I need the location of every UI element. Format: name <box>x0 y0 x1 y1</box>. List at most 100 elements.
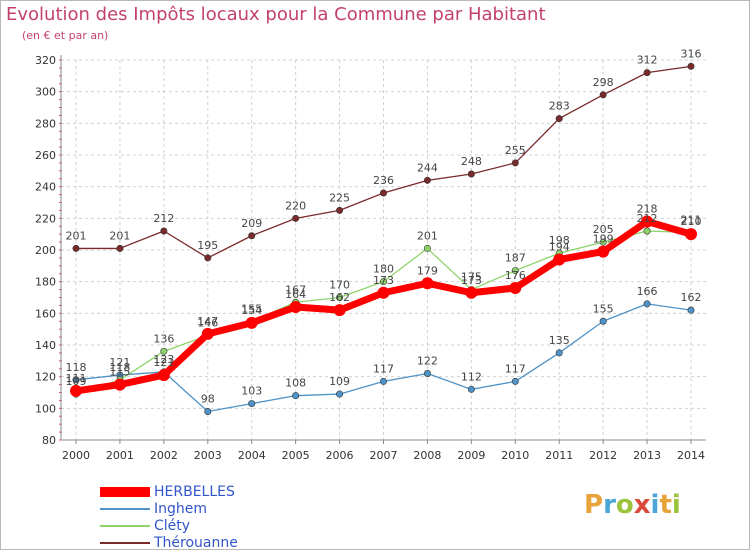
data-point-herbelles <box>597 245 610 258</box>
x-tick-label: 2010 <box>501 449 529 462</box>
data-point-therouanne <box>423 176 431 184</box>
data-label-clety: 201 <box>417 229 438 242</box>
data-point-clety <box>336 293 344 301</box>
x-tick-label: 2009 <box>457 449 485 462</box>
data-point-clety <box>160 347 168 355</box>
x-tick-label: 2004 <box>238 449 266 462</box>
legend-swatch <box>100 525 150 527</box>
data-point-inghem <box>204 407 212 415</box>
data-label-inghem: 122 <box>417 355 438 368</box>
chart-title: Evolution des Impôts locaux pour la Comm… <box>6 4 546 25</box>
y-tick-label: 280 <box>35 117 56 130</box>
axes: 80 100 120 140 160 180 200 220 240 260 280 300 320 20… <box>35 54 706 462</box>
logo-letter: i <box>671 490 681 520</box>
data-label-therouanne: 212 <box>153 212 174 225</box>
data-point-inghem <box>467 385 475 393</box>
data-point-herbelles <box>465 286 478 299</box>
data-point-therouanne <box>555 115 563 123</box>
data-point-inghem <box>248 400 256 408</box>
data-label-therouanne: 195 <box>197 239 218 252</box>
data-label-herbelles: 210 <box>681 215 702 228</box>
data-label-herbelles: 111 <box>66 372 87 385</box>
data-label-inghem: 135 <box>549 334 570 347</box>
data-point-inghem <box>643 300 651 308</box>
data-label-herbelles: 176 <box>505 269 526 282</box>
data-point-inghem <box>292 392 300 400</box>
legend-label: HERBELLES <box>154 484 235 500</box>
data-point-herbelles <box>421 277 434 290</box>
data-label-inghem: 155 <box>593 302 614 315</box>
data-label-therouanne: 236 <box>373 174 394 187</box>
data-label-therouanne: 220 <box>285 199 306 212</box>
data-label-clety: 146 <box>197 317 218 330</box>
line-chart: 80 100 120 140 160 180 200 220 240 260 280 300 320 20… <box>35 47 706 462</box>
logo-letter: r <box>603 490 616 520</box>
chart-subtitle: (en € et par an) <box>22 29 109 42</box>
data-label-therouanne: 201 <box>66 229 87 242</box>
y-tick-label: 200 <box>35 244 56 257</box>
data-label-therouanne: 312 <box>637 54 658 67</box>
y-tick-label: 320 <box>35 54 56 67</box>
x-tick-label: 2014 <box>677 449 705 462</box>
data-point-herbelles <box>289 301 302 313</box>
data-label-clety: 170 <box>329 279 350 292</box>
y-tick-label: 220 <box>35 212 56 225</box>
y-tick-label: 240 <box>35 181 56 194</box>
data-label-inghem: 117 <box>505 362 526 375</box>
data-point-therouanne <box>379 189 387 197</box>
data-label-herbelles: 173 <box>461 274 482 287</box>
data-point-herbelles <box>641 215 654 228</box>
data-point-herbelles <box>245 316 258 329</box>
data-point-therouanne <box>160 227 168 235</box>
data-label-inghem: 103 <box>241 385 262 398</box>
data-point-inghem <box>379 377 387 385</box>
data-label-clety: 175 <box>461 271 482 284</box>
y-tick-label: 120 <box>35 371 56 384</box>
data-label-clety: 109 <box>66 375 87 388</box>
data-label-clety: 180 <box>373 263 394 276</box>
data-label-therouanne: 209 <box>241 217 262 230</box>
data-label-herbelles: 147 <box>197 315 218 328</box>
data-point-clety <box>511 267 519 275</box>
data-label-therouanne: 201 <box>109 229 130 242</box>
data-point-inghem <box>555 349 563 357</box>
data-label-clety: 198 <box>549 234 570 247</box>
y-tick-label: 140 <box>35 339 56 352</box>
data-label-therouanne: 244 <box>417 161 438 174</box>
logo-letter: x <box>633 490 651 520</box>
data-label-inghem: 109 <box>329 375 350 388</box>
data-label-therouanne: 298 <box>593 76 614 89</box>
data-point-therouanne <box>292 214 300 222</box>
data-point-therouanne <box>204 254 212 262</box>
data-label-herbelles: 164 <box>285 288 306 301</box>
logo-letter: o <box>615 490 634 520</box>
data-label-clety: 118 <box>109 361 130 374</box>
legend-label: Thérouanne <box>154 535 238 551</box>
y-tick-label: 260 <box>35 149 56 162</box>
logo-letter: i <box>650 490 660 520</box>
data-label-therouanne: 283 <box>549 100 570 113</box>
data-point-herbelles <box>553 253 566 266</box>
data-point-inghem <box>423 369 431 377</box>
data-label-herbelles: 199 <box>593 233 614 246</box>
logo-letter: P <box>584 490 604 520</box>
data-label-herbelles: 218 <box>637 203 658 216</box>
data-label-herbelles: 194 <box>549 241 570 254</box>
data-point-herbelles <box>70 384 82 397</box>
data-point-herbelles <box>377 286 390 299</box>
data-point-therouanne <box>336 206 344 214</box>
data-label-inghem: 112 <box>461 370 482 383</box>
data-label-clety: 155 <box>241 302 262 315</box>
x-tick-label: 2011 <box>545 449 573 462</box>
data-label-herbelles: 173 <box>373 274 394 287</box>
data-label-inghem: 162 <box>681 291 702 304</box>
data-label-therouanne: 316 <box>681 47 702 60</box>
data-label-clety: 187 <box>505 252 526 265</box>
series-lines <box>70 62 697 415</box>
data-point-inghem <box>336 390 344 398</box>
data-label-therouanne: 248 <box>461 155 482 168</box>
x-tick-label: 2012 <box>589 449 617 462</box>
data-label-inghem: 166 <box>637 285 658 298</box>
data-point-therouanne <box>248 232 256 240</box>
data-label-inghem: 98 <box>201 393 215 406</box>
